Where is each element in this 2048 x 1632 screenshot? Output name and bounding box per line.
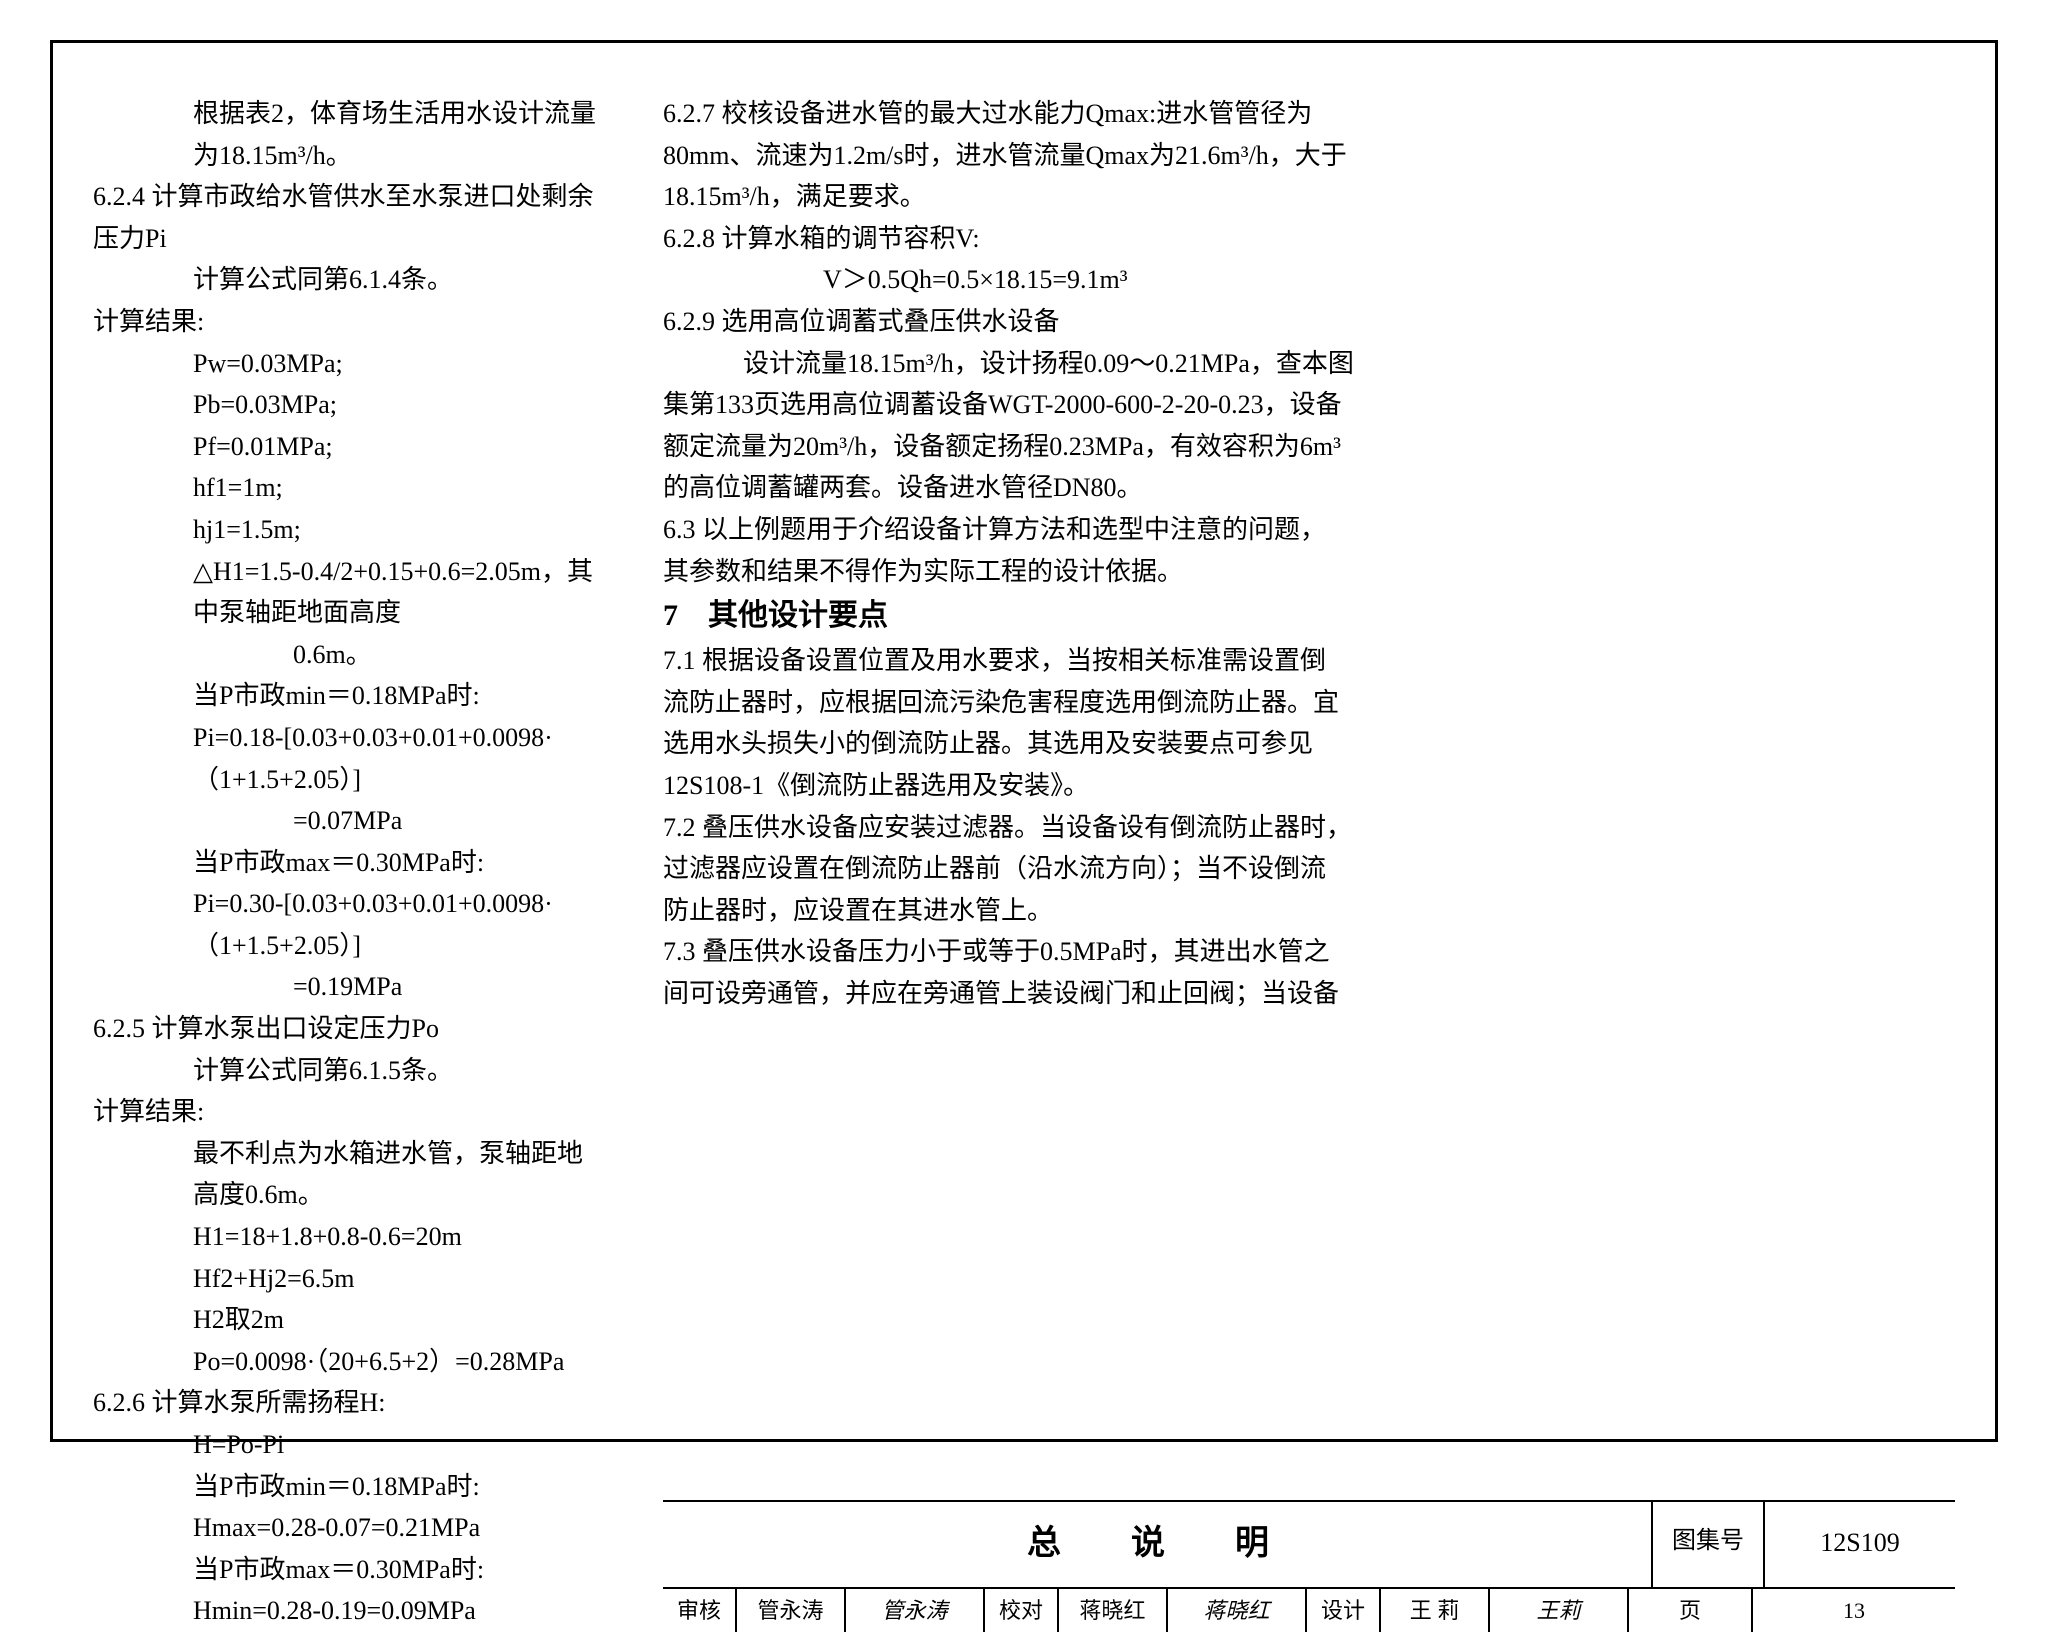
text-line: Pw=0.03MPa; <box>93 343 603 385</box>
text-line: hj1=1.5m; <box>93 509 603 551</box>
text-line: 7.1 根据设备设置位置及用水要求，当按相关标准需设置倒 <box>663 640 1955 682</box>
text-line: 0.6m。 <box>93 634 603 676</box>
text-line: 额定流量为20m³/h，设备额定扬程0.23MPa，有效容积为6m³ <box>663 426 1955 468</box>
text-line: 设计流量18.15m³/h，设计扬程0.09～0.21MPa，查本图 <box>663 343 1955 385</box>
text-line: H=Po-Pi <box>93 1424 603 1466</box>
text-line: 6.2.4 计算市政给水管供水至水泵进口处剩余压力Pi <box>93 176 603 259</box>
text-line: 6.2.9 选用高位调蓄式叠压供水设备 <box>663 301 1955 343</box>
text-line: 7.3 叠压供水设备压力小于或等于0.5MPa时，其进出水管之 <box>663 931 1955 973</box>
text-line: Hf2+Hj2=6.5m <box>93 1258 603 1300</box>
text-line: Pb=0.03MPa; <box>93 384 603 426</box>
text-line: Po=0.0098·（20+6.5+2）=0.28MPa <box>93 1341 603 1383</box>
text-line: hf1=1m; <box>93 467 603 509</box>
atlas-label: 图集号 <box>1653 1502 1765 1586</box>
page-label: 页 <box>1629 1589 1753 1632</box>
signature-row: 审核 管永涛 管永涛 校对 蒋晓红 蒋晓红 设计 王 莉 王莉 页 13 <box>663 1589 1955 1632</box>
text-line: 计算公式同第6.1.4条。 <box>93 259 603 301</box>
text-line: 18.15m³/h，满足要求。 <box>663 176 1955 218</box>
text-line: 当P市政max＝0.30MPa时: <box>93 842 603 884</box>
text-line: Hmax=0.28-0.07=0.21MPa <box>93 1507 603 1549</box>
text-line: 根据表2，体育场生活用水设计流量为18.15m³/h。 <box>93 93 603 176</box>
text-line: H1=18+1.8+0.8-0.6=20m <box>93 1216 603 1258</box>
text-line: H2取2m <box>93 1299 603 1341</box>
text-line: 6.2.8 计算水箱的调节容积V: <box>663 218 1955 260</box>
document-frame: 根据表2，体育场生活用水设计流量为18.15m³/h。 6.2.4 计算市政给水… <box>50 40 1998 1442</box>
review-label: 审核 <box>663 1589 737 1632</box>
review-signature: 管永涛 <box>846 1589 985 1632</box>
text-line: 7.2 叠压供水设备应安装过滤器。当设备设有倒流防止器时， <box>663 807 1955 849</box>
drawing-title: 总 说 明 <box>663 1502 1653 1586</box>
text-line: V＞0.5Qh=0.5×18.15=9.1m³ <box>663 259 1955 301</box>
page-number: 13 <box>1753 1589 1955 1632</box>
left-column: 根据表2，体育场生活用水设计流量为18.15m³/h。 6.2.4 计算市政给水… <box>93 93 603 1632</box>
two-column-layout: 根据表2，体育场生活用水设计流量为18.15m³/h。 6.2.4 计算市政给水… <box>93 93 1955 1632</box>
text-line: 其参数和结果不得作为实际工程的设计依据。 <box>663 551 1955 593</box>
text-line: 6.2.7 校核设备进水管的最大过水能力Qmax:进水管管径为 <box>663 93 1955 135</box>
check-signature: 蒋晓红 <box>1168 1589 1307 1632</box>
text-line: =0.07MPa <box>93 800 603 842</box>
design-signature: 王莉 <box>1490 1589 1629 1632</box>
page: 根据表2，体育场生活用水设计流量为18.15m³/h。 6.2.4 计算市政给水… <box>0 0 2048 1472</box>
check-name: 蒋晓红 <box>1059 1589 1168 1632</box>
text-line: 集第133页选用高位调蓄设备WGT-2000-600-2-20-0.23，设备 <box>663 384 1955 426</box>
atlas-value: 12S109 <box>1765 1502 1955 1586</box>
design-label: 设计 <box>1307 1589 1381 1632</box>
text-line: 12S108-1《倒流防止器选用及安装》。 <box>663 765 1955 807</box>
text-line: 最不利点为水箱进水管，泵轴距地高度0.6m。 <box>93 1133 603 1216</box>
text-line: △H1=1.5-0.4/2+0.15+0.6=2.05m，其中泵轴距地面高度 <box>93 551 603 634</box>
text-line: 6.3 以上例题用于介绍设备计算方法和选型中注意的问题， <box>663 509 1955 551</box>
text-line: 间可设旁通管，并应在旁通管上装设阀门和止回阀；当设备 <box>663 973 1955 1015</box>
text-line: 6.2.6 计算水泵所需扬程H: <box>93 1382 603 1424</box>
text-line: 流防止器时，应根据回流污染危害程度选用倒流防止器。宜 <box>663 682 1955 724</box>
text-line: 的高位调蓄罐两套。设备进水管径DN80。 <box>663 467 1955 509</box>
text-line: Pi=0.18-[0.03+0.03+0.01+0.0098·（1+1.5+2.… <box>93 717 603 800</box>
title-block: 总 说 明 图集号 12S109 审核 管永涛 管永涛 校对 蒋晓红 蒋晓红 设… <box>663 1500 1955 1632</box>
text-line: 计算结果: <box>93 1091 603 1133</box>
right-column: 6.2.7 校核设备进水管的最大过水能力Qmax:进水管管径为 80mm、流速为… <box>663 93 1955 1632</box>
text-line: 当P市政min＝0.18MPa时: <box>93 675 603 717</box>
text-line: 6.2.5 计算水泵出口设定压力Po <box>93 1008 603 1050</box>
text-line: 防止器时，应设置在其进水管上。 <box>663 890 1955 932</box>
text-line: 80mm、流速为1.2m/s时，进水管流量Qmax为21.6m³/h，大于 <box>663 135 1955 177</box>
text-line: Pi=0.30-[0.03+0.03+0.01+0.0098·（1+1.5+2.… <box>93 883 603 966</box>
text-line: 计算公式同第6.1.5条。 <box>93 1050 603 1092</box>
title-row: 总 说 明 图集号 12S109 <box>663 1502 1955 1588</box>
design-name: 王 莉 <box>1381 1589 1490 1632</box>
text-line: Hmin=0.28-0.19=0.09MPa <box>93 1590 603 1632</box>
text-line: 当P市政max＝0.30MPa时: <box>93 1549 603 1591</box>
review-name: 管永涛 <box>737 1589 846 1632</box>
text-line: =0.19MPa <box>93 966 603 1008</box>
text-line: 选用水头损失小的倒流防止器。其选用及安装要点可参见 <box>663 723 1955 765</box>
text-line: 计算结果: <box>93 301 603 343</box>
text-line: Pf=0.01MPa; <box>93 426 603 468</box>
text-line: 过滤器应设置在倒流防止器前（沿水流方向）；当不设倒流 <box>663 848 1955 890</box>
check-label: 校对 <box>985 1589 1059 1632</box>
section-heading: 7 其他设计要点 <box>663 592 1955 640</box>
